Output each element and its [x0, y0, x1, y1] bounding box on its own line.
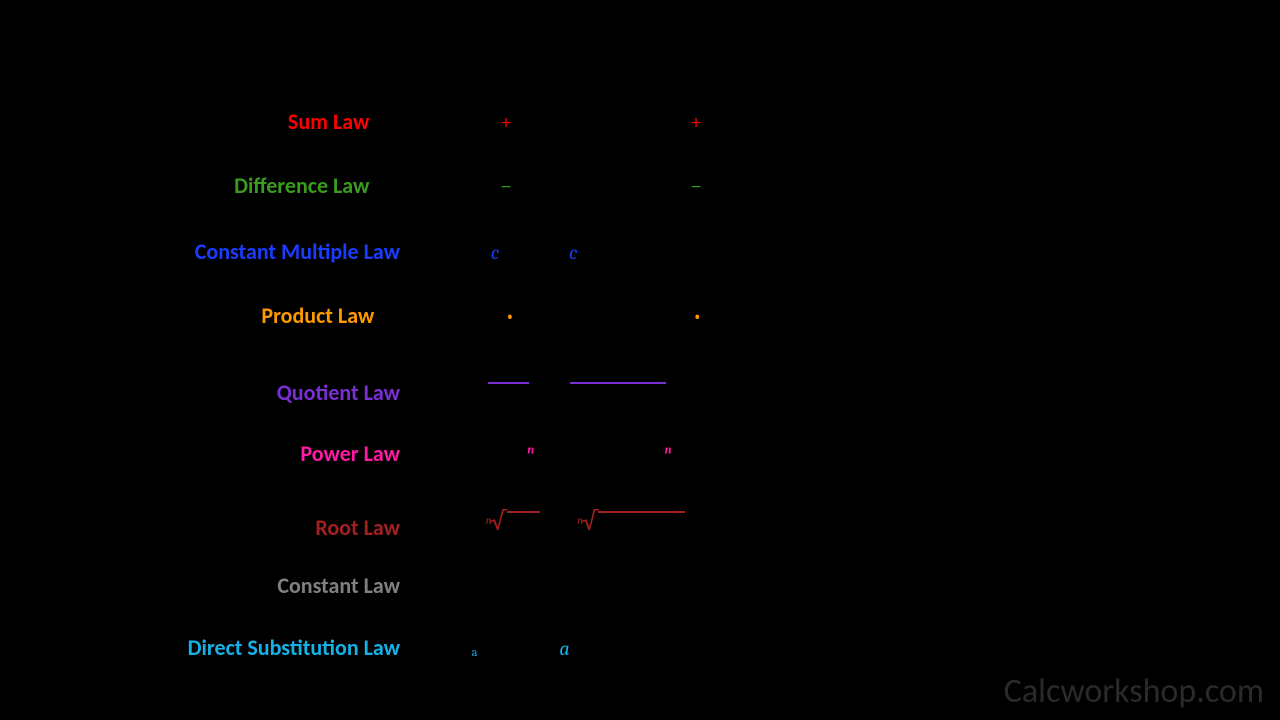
row-directsub: Direct Substitution Law limx→a f(x) = f(… — [0, 634, 800, 661]
minus-icon: − — [684, 173, 708, 199]
row-power: Power Law limx→a [f(x)]n = [limx→a f(x)]… — [0, 440, 800, 467]
label-constmult: Constant Multiple Law — [0, 238, 430, 265]
row-product: Product Law limx→a [f(x) • g(x)] = limx→… — [0, 302, 800, 329]
row-difference: Difference Law limx→a [f(x) − g(x)] = li… — [0, 172, 800, 199]
label-sum: Sum Law — [0, 108, 399, 135]
watermark: Calcworkshop.com — [1004, 671, 1264, 712]
formula-root: limx→a n √ f(x) = n √ limx→a f(x) — [430, 504, 687, 538]
label-constant: Constant Law — [0, 572, 430, 599]
label-directsub: Direct Substitution Law — [0, 634, 430, 661]
label-quotient: Quotient Law — [0, 379, 430, 406]
formula-power: limx→a [f(x)]n = [limx→a f(x)]n — [430, 441, 671, 467]
plus-icon: + — [684, 109, 708, 135]
dot-icon: • — [686, 303, 708, 329]
formula-quotient: limx→a f(x) g(x) = limx→a f(x) limx→a g(… — [430, 356, 670, 410]
row-sum: Sum Law limx→a [f(x) + g(x)] = limx→a f(… — [0, 108, 800, 135]
minus-icon: − — [494, 173, 518, 199]
row-constant: Constant Law limx→a c = c — [0, 572, 800, 599]
formula-difference: limx→a [f(x) − g(x)] = limx→a f(x) − lim… — [399, 173, 800, 199]
label-difference: Difference Law — [0, 172, 399, 199]
formula-directsub: limx→a f(x) = f(a) — [430, 635, 577, 661]
plus-icon: + — [494, 109, 518, 135]
row-root: Root Law limx→a n √ f(x) = n √ limx→a f(… — [0, 502, 800, 541]
label-product: Product Law — [0, 302, 404, 329]
formula-sum: limx→a [f(x) + g(x)] = limx→a f(x) + lim… — [399, 109, 800, 135]
row-quotient: Quotient Law limx→a f(x) g(x) = limx→a f… — [0, 356, 800, 410]
row-constmult: Constant Multiple Law limx→a [cf(x)] = c… — [0, 238, 800, 265]
limit-laws-sheet: Sum Law limx→a [f(x) + g(x)] = limx→a f(… — [0, 0, 1280, 720]
label-root: Root Law — [0, 514, 430, 541]
formula-product: limx→a [f(x) • g(x)] = limx→a f(x) • lim… — [404, 303, 800, 329]
formula-constmult: limx→a [cf(x)] = c limx→a f(x) — [430, 239, 665, 265]
label-power: Power Law — [0, 440, 430, 467]
formula-constant: limx→a c = c — [430, 573, 534, 599]
dot-icon: • — [499, 303, 521, 329]
